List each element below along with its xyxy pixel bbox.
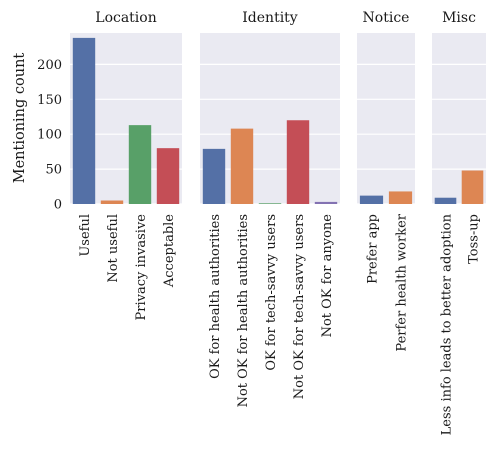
y-tick-label: 0 xyxy=(54,198,62,213)
facet-location: Location Useful Not useful Privacy invasive… xyxy=(70,10,182,320)
facet-identity: Identity OK for health authorities Not OK … xyxy=(200,10,340,407)
bar xyxy=(230,128,254,204)
facet-title: Misc xyxy=(442,10,476,26)
bar xyxy=(388,191,413,204)
bar xyxy=(72,37,96,205)
x-tick-label: Not useful xyxy=(106,214,121,283)
facet-title: Location xyxy=(95,10,156,26)
x-tick-label: Not OK for health authorities xyxy=(236,214,251,407)
x-tick-label: Useful xyxy=(78,214,93,257)
x-tick-label: Less info leads to better adoption xyxy=(440,213,455,435)
bar xyxy=(100,200,124,204)
panels-layer: Location Useful Not useful Privacy invasive… xyxy=(70,10,486,435)
y-axis-label: Mentioning count xyxy=(12,53,28,184)
y-tick-label: 50 xyxy=(45,163,62,178)
x-tick-label: Prefer app xyxy=(366,214,381,284)
x-tick-label: OK for health authorities xyxy=(208,214,223,379)
bar xyxy=(202,148,226,204)
facet-title: Notice xyxy=(363,10,410,26)
facet-title: Identity xyxy=(242,10,298,26)
x-tick-label: Toss-up xyxy=(467,214,482,264)
x-tick-label: OK for tech-savvy users xyxy=(264,214,279,371)
y-axis: 0 50 100 150 200 xyxy=(37,58,62,213)
x-tick-label: Not OK for anyone xyxy=(320,214,335,338)
bar xyxy=(434,197,457,204)
x-tick-label: Perfer health worker xyxy=(395,213,410,351)
bar xyxy=(359,195,384,204)
bar xyxy=(461,170,484,204)
x-tick-label: Not OK for tech-savvy users xyxy=(292,214,307,399)
bar xyxy=(286,120,310,204)
bar xyxy=(128,125,152,204)
y-tick-label: 150 xyxy=(37,93,62,108)
facet-notice: Notice Prefer app Perfer health worker xyxy=(357,10,415,352)
bar xyxy=(156,148,180,204)
panel-background xyxy=(357,33,415,204)
facet-misc: Misc Less info leads to better adoption To… xyxy=(432,10,486,435)
x-tick-label: Privacy invasive xyxy=(134,214,149,321)
x-tick-label: Acceptable xyxy=(162,214,177,288)
y-tick-label: 100 xyxy=(37,128,62,143)
bar xyxy=(258,203,282,204)
y-tick-label: 200 xyxy=(37,58,62,73)
bar xyxy=(314,201,338,204)
